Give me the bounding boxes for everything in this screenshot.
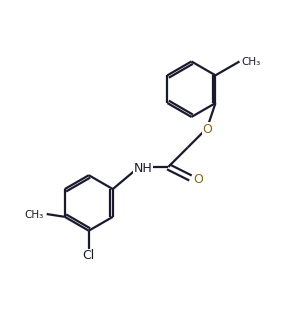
Text: O: O — [193, 173, 203, 186]
Text: O: O — [202, 123, 212, 136]
Text: CH₃: CH₃ — [25, 210, 44, 220]
Text: NH: NH — [134, 162, 153, 175]
Text: Cl: Cl — [83, 249, 95, 262]
Text: CH₃: CH₃ — [241, 58, 260, 68]
